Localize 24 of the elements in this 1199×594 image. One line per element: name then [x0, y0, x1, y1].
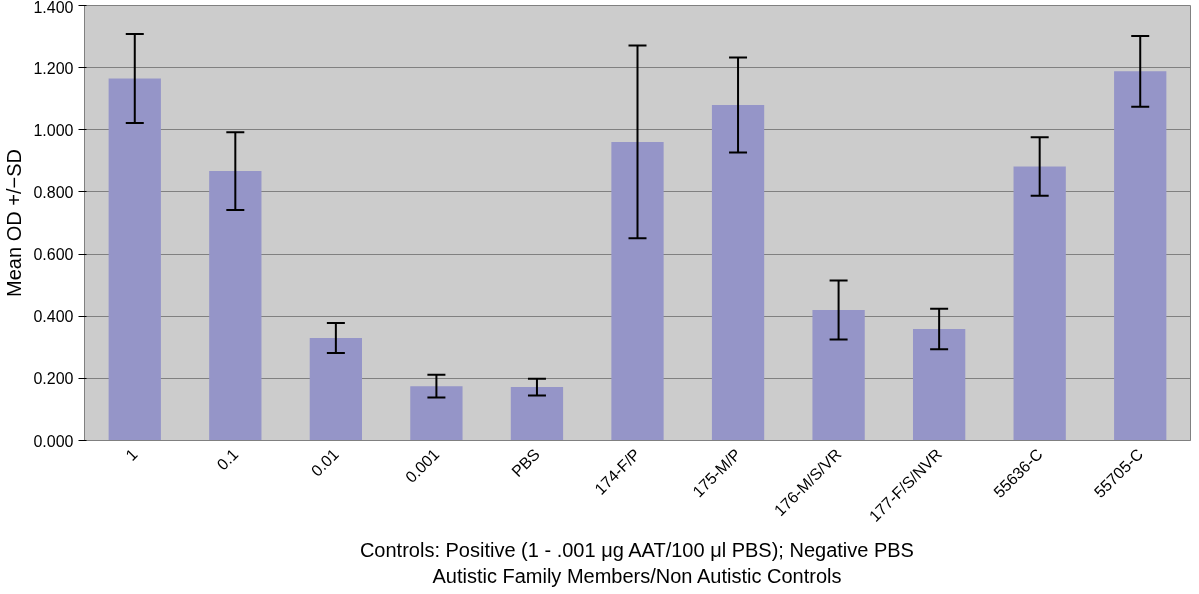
bar — [812, 310, 865, 441]
x-tick-label: 0.01 — [307, 445, 342, 480]
x-tick-label: 0.1 — [213, 445, 242, 474]
y-tick-label: 1.000 — [33, 121, 74, 139]
bar — [1013, 166, 1066, 441]
y-axis-title: Mean OD +/−SD — [3, 149, 26, 297]
y-tick-label: 0.400 — [33, 308, 74, 326]
bar — [510, 387, 564, 441]
x-tick-label: 1 — [122, 445, 141, 464]
bar — [912, 328, 966, 441]
bar — [711, 104, 765, 441]
y-tick-label: 0.000 — [33, 432, 74, 450]
bar — [209, 171, 262, 441]
bar — [108, 78, 161, 441]
y-tick-label: 0.800 — [33, 183, 74, 201]
bar — [309, 337, 363, 441]
bar — [410, 386, 463, 441]
bar — [611, 141, 664, 441]
x-axis-title: Controls: Positive (1 - .001 μg AAT/100 μl PBS); Negative PBS Autistic Family Members/Non Autistic Controls — [359, 538, 914, 588]
y-tick-label: 1.200 — [33, 59, 74, 77]
y-tick-label: 1.400 — [33, 0, 74, 16]
y-tick-label: 0.200 — [33, 370, 74, 388]
bar — [1114, 71, 1167, 441]
y-tick-label: 0.600 — [33, 246, 74, 264]
